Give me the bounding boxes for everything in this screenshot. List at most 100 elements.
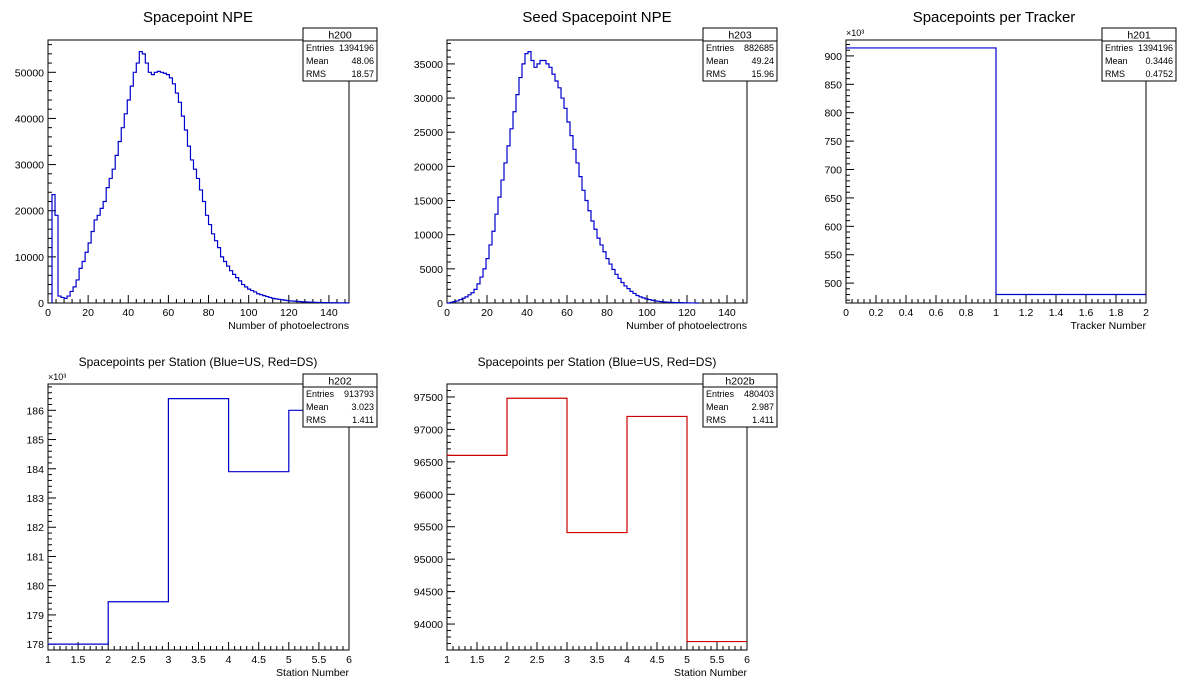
x-tick-label: 60 (163, 307, 175, 319)
x-tick-label: 2 (105, 654, 111, 666)
histogram-series (48, 398, 349, 645)
x-axis-label: Station Number (674, 667, 747, 679)
chart-title: Spacepoints per Station (Blue=US, Red=DS… (79, 355, 318, 369)
x-tick-label: 5.5 (710, 654, 725, 666)
histogram-series (447, 397, 747, 643)
x-tick-label: 0.8 (959, 307, 974, 319)
chart-1: Spacepoint NPE 0 20 40 60 80 100 120 140 0 10000 20… (15, 9, 378, 332)
y-tick-label: 5000 (420, 264, 444, 276)
stats-entries-value: 913793 (344, 389, 374, 399)
histogram-series (846, 47, 1146, 296)
stats-mean-value: 2.987 (751, 402, 774, 412)
y-tick-label: 50000 (15, 67, 44, 79)
y-tick-label: 178 (26, 639, 44, 651)
stats-rms-value: 15.96 (751, 69, 774, 79)
x-tick-label: 1.6 (1079, 307, 1094, 319)
x-tick-label: 20 (82, 307, 94, 319)
y-tick-label: 850 (824, 79, 842, 91)
stats-box-frame (702, 27, 778, 82)
x-tick-label: 60 (561, 307, 573, 319)
stats-histogram-name: h201 (1127, 30, 1151, 42)
y-tick-label: 0 (38, 298, 44, 310)
x-tick-label: 4 (226, 654, 232, 666)
chart-3: Spacepoints per Tracker 0 0.2 0.4 0.6 0.8 1 1.2… (824, 9, 1177, 332)
y-tick-label: 10000 (15, 252, 44, 264)
x-axis-label: Number of photoelectrons (626, 320, 747, 332)
x-axis-label: Station Number (276, 667, 349, 679)
stats-entries-label: Entries (706, 389, 735, 399)
stats-rms-value: 0.4752 (1145, 69, 1173, 79)
x-tick-label: 6 (346, 654, 352, 666)
y-tick-label: 95500 (414, 522, 443, 534)
x-axis-label: Number of photoelectrons (228, 320, 349, 332)
x-tick-label: 100 (240, 307, 258, 319)
chart-5: Spacepoints per Station (Blue=US, Red=DS… (414, 355, 778, 679)
y-tick-label: 40000 (15, 113, 44, 125)
stats-mean-value: 48.06 (351, 56, 374, 66)
chart-title: Spacepoints per Station (Blue=US, Red=DS… (478, 355, 717, 369)
y-tick-label: 179 (26, 610, 44, 622)
stats-rms-label: RMS (306, 415, 326, 425)
y-tick-label: 550 (824, 250, 842, 262)
x-tick-label: 4.5 (650, 654, 665, 666)
x-axis-label: Tracker Number (1071, 320, 1147, 332)
chart-2: Seed Spacepoint NPE 0 20 40 60 80 100 120 140 0 50… (414, 9, 778, 332)
x-tick-label: 0 (843, 307, 849, 319)
stats-entries-value: 1394196 (1138, 43, 1173, 53)
y-tick-label: 700 (824, 165, 842, 177)
stats-entries-value: 480403 (744, 389, 774, 399)
x-tick-label: 6 (744, 654, 750, 666)
y-tick-label: 0 (437, 298, 443, 310)
y-tick-label: 96000 (414, 489, 443, 501)
stats-entries-label: Entries (306, 43, 335, 53)
x-tick-label: 80 (203, 307, 215, 319)
y-tick-label: 95000 (414, 554, 443, 566)
plot-frame (446, 383, 748, 651)
x-tick-label: 1 (45, 654, 51, 666)
y-tick-label: 600 (824, 221, 842, 233)
y-tick-label: 183 (26, 493, 44, 505)
stats-mean-value: 3.023 (351, 402, 374, 412)
y-tick-label: 30000 (15, 160, 44, 172)
x-tick-label: 3 (564, 654, 570, 666)
chart-4: Spacepoints per Station (Blue=US, Red=DS… (26, 355, 378, 679)
stats-mean-label: Mean (706, 56, 729, 66)
x-tick-label: 0.6 (929, 307, 944, 319)
stats-histogram-name: h202b (725, 376, 754, 388)
stats-histogram-name: h202 (328, 376, 352, 388)
stats-box-frame (302, 27, 378, 82)
y-tick-label: 10000 (414, 230, 443, 242)
y-tick-label: 20000 (15, 206, 44, 218)
x-tick-label: 40 (122, 307, 134, 319)
y-tick-label: 185 (26, 435, 44, 447)
x-tick-label: 80 (601, 307, 613, 319)
stats-rms-label: RMS (706, 415, 726, 425)
plot-frame (47, 39, 350, 304)
x-tick-label: 3.5 (590, 654, 605, 666)
y-tick-label: 900 (824, 51, 842, 63)
x-tick-label: 1.5 (470, 654, 485, 666)
histogram-series (51, 50, 349, 304)
stats-rms-label: RMS (706, 69, 726, 79)
y-tick-label: 181 (26, 551, 44, 563)
x-tick-label: 0 (444, 307, 450, 319)
stats-rms-value: 1.411 (752, 415, 774, 425)
stats-box-frame (1101, 27, 1177, 82)
stats-box-frame (702, 373, 778, 428)
x-tick-label: 4 (624, 654, 630, 666)
y-tick-label: 96500 (414, 457, 443, 469)
x-tick-label: 140 (718, 307, 736, 319)
stats-rms-label: RMS (1105, 69, 1125, 79)
x-tick-label: 100 (638, 307, 656, 319)
stats-entries-label: Entries (1105, 43, 1134, 53)
x-tick-label: 1.4 (1049, 307, 1064, 319)
x-tick-label: 120 (280, 307, 298, 319)
plot-frame (446, 39, 748, 304)
y-tick-label: 35000 (414, 59, 443, 71)
y-tick-label: 97500 (414, 392, 443, 404)
stats-rms-label: RMS (306, 69, 326, 79)
x-tick-label: 1 (444, 654, 450, 666)
y-tick-label: 800 (824, 108, 842, 120)
